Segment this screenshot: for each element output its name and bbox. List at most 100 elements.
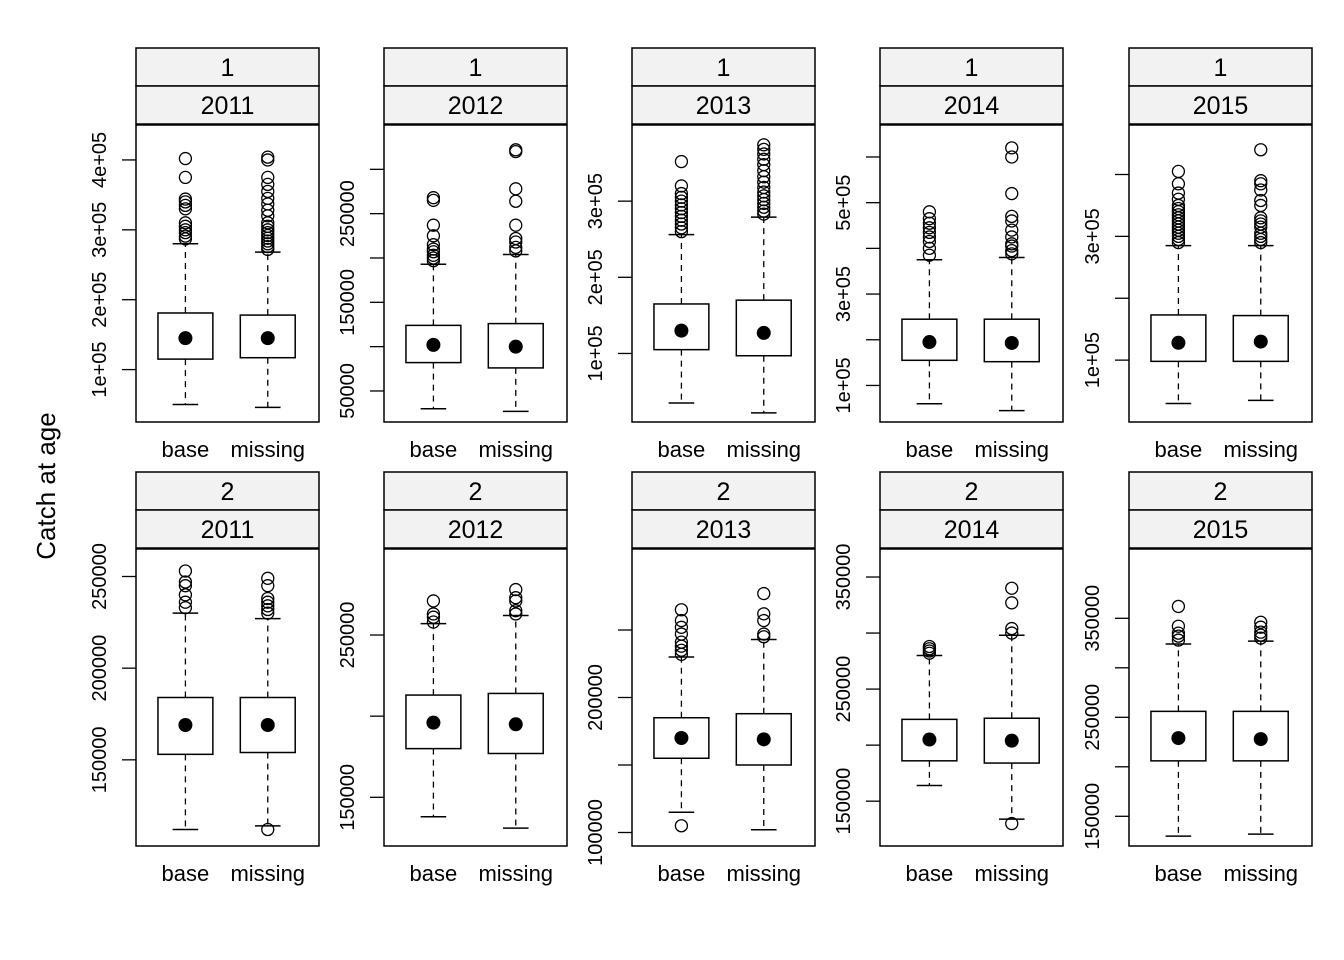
outlier-point (1005, 244, 1019, 258)
plot-frame (135, 548, 320, 847)
strip-year (879, 85, 1064, 125)
strip-age-label: 1 (221, 54, 235, 82)
strip-age (879, 471, 1064, 511)
strip-year (1128, 85, 1313, 125)
strip-age-label: 1 (469, 54, 483, 82)
box-base (1150, 599, 1207, 837)
outlier-point (178, 198, 193, 213)
x-category-label-base: base (1155, 437, 1203, 462)
strip-age-label: 2 (469, 478, 483, 506)
box-base (653, 603, 710, 833)
outlier-point (757, 185, 771, 199)
outlier-point (1254, 615, 1268, 629)
strip-age-label: 1 (717, 54, 731, 82)
box-missing (1232, 615, 1289, 835)
x-category-label-missing: missing (478, 861, 553, 886)
outlier-point (426, 229, 441, 243)
outlier-point (178, 216, 193, 230)
outlier-point (178, 223, 193, 237)
outlier-point (757, 142, 771, 157)
plot-frame (1128, 548, 1313, 847)
strip-year (383, 509, 568, 549)
y-axis-label: Catch at age (31, 412, 61, 559)
outlier-point (178, 579, 193, 593)
outlier-point (261, 177, 275, 192)
outlier-point (509, 143, 523, 157)
outlier-point (922, 205, 937, 219)
outlier-point (1171, 201, 1186, 216)
outlier-point (922, 248, 937, 262)
y-tick-label: 150000 (337, 269, 359, 336)
outlier-point (1005, 626, 1019, 640)
median-dot (922, 732, 937, 747)
outlier-point (1171, 629, 1186, 643)
median-dot (1171, 731, 1186, 746)
outlier-point (1005, 209, 1019, 224)
outlier-point (674, 194, 689, 208)
outlier-point (261, 822, 275, 837)
y-tick-label: 3e+05 (585, 173, 607, 229)
outlier-point (1005, 581, 1019, 595)
box-missing (239, 571, 296, 837)
median-dot (756, 325, 771, 340)
box-missing (735, 586, 792, 831)
outlier-point (261, 571, 275, 585)
x-category-label-base: base (906, 861, 954, 886)
y-tick-label: 150000 (833, 768, 855, 835)
x-category-label-base: base (658, 437, 706, 462)
outlier-point (757, 613, 771, 628)
outlier-point (1171, 619, 1186, 633)
y-tick-label: 250000 (337, 602, 359, 669)
outlier-point (1254, 220, 1268, 234)
outlier-point (674, 186, 689, 201)
box-base (901, 639, 958, 787)
outlier-point (1171, 208, 1186, 222)
panel-age-2-year-2015: 2 2015 150000 250000 350000 base missing (1082, 471, 1313, 886)
x-category-label-missing: missing (478, 437, 553, 462)
outlier-point (1171, 626, 1186, 640)
outlier-point (426, 218, 441, 232)
strip-year-label: 2015 (1193, 516, 1249, 544)
outlier-point (261, 595, 275, 609)
outlier-point (1005, 596, 1019, 610)
y-tick-label: 2e+05 (585, 249, 607, 305)
plot-frame (135, 124, 320, 423)
outlier-point (261, 606, 275, 620)
plot-frame (879, 124, 1064, 423)
median-dot (1253, 334, 1268, 349)
panel-age-2-year-2014: 2 2014 150000 250000 350000 base missing (833, 471, 1064, 886)
y-tick-label: 3e+05 (1082, 208, 1104, 264)
y-tick-label: 250000 (89, 543, 111, 610)
outlier-point (757, 138, 771, 152)
outlier-point (261, 602, 275, 617)
strip-age (383, 471, 568, 511)
y-tick-label: 5e+05 (833, 175, 855, 231)
y-tick-label: 2e+05 (89, 272, 111, 328)
box-base (901, 205, 958, 405)
outlier-point (757, 180, 771, 195)
outlier-point (674, 613, 689, 628)
x-category-label-base: base (410, 437, 458, 462)
box-missing (735, 138, 792, 414)
outlier-point (1005, 150, 1019, 164)
outlier-point (757, 586, 771, 601)
outlier-point (509, 607, 523, 621)
outlier-point (1005, 141, 1019, 155)
median-dot (674, 731, 689, 745)
box-base (157, 151, 214, 406)
x-category-label-missing: missing (726, 437, 801, 462)
outlier-point (178, 202, 193, 216)
outlier-point (757, 207, 771, 221)
median-dot (1253, 732, 1268, 747)
x-category-label-missing: missing (1223, 861, 1298, 886)
outlier-point (674, 154, 689, 169)
outlier-point (922, 225, 937, 240)
median-dot (1004, 733, 1019, 748)
strip-age (135, 47, 320, 87)
y-tick-label: 250000 (1082, 684, 1104, 751)
outlier-point (1254, 183, 1268, 197)
plot-frame (631, 124, 816, 423)
outlier-point (178, 588, 193, 602)
outlier-point (674, 179, 689, 193)
